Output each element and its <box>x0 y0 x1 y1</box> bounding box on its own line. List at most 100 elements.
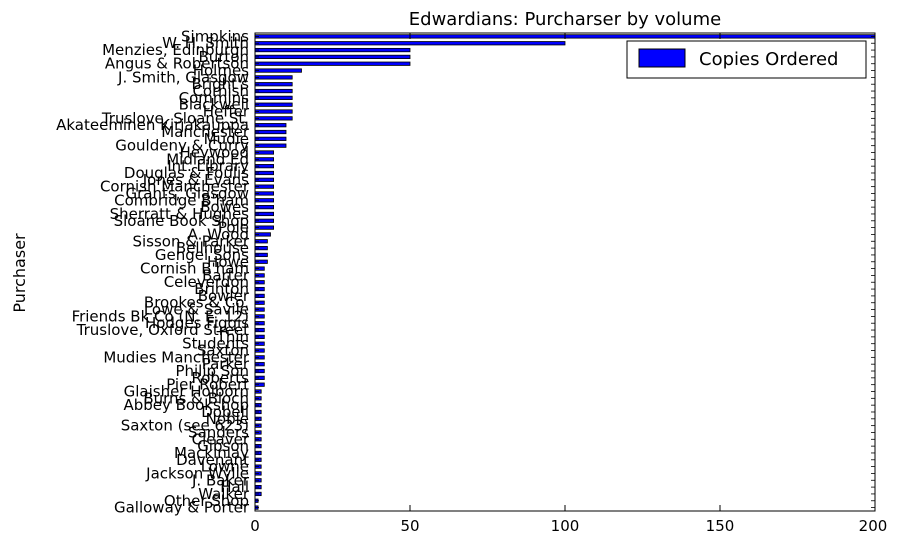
bar <box>254 68 302 73</box>
category-label: Noble <box>206 410 249 428</box>
category-label: Brookes & Co. <box>144 294 249 312</box>
category-label: Akateeminen Kirjakauppa <box>56 116 249 134</box>
bar <box>254 102 293 107</box>
legend-swatch <box>638 48 686 68</box>
category-label: Angus & Robertson <box>105 55 249 73</box>
bar <box>254 75 293 80</box>
category-label: Philip Son <box>175 362 249 380</box>
category-label: Bright's <box>192 75 250 93</box>
chart-title: Edwardians: Purcharser by volume <box>409 9 721 30</box>
category-label: Cleaver <box>192 430 250 448</box>
bar <box>254 143 287 148</box>
bar <box>254 61 411 66</box>
category-label: Cornish B'ham <box>140 260 249 278</box>
category-label: Sisson & Parker <box>132 232 249 250</box>
category-label: Gengel Sons <box>155 246 249 264</box>
category-label: Friends Bk Co (N. E. 12) <box>72 307 249 325</box>
category-label: Jones & Evans <box>142 171 249 189</box>
bar <box>254 123 287 128</box>
category-label: Abbey Bookshop <box>123 396 249 414</box>
category-label: Grants, Glasgow <box>126 184 250 202</box>
bar <box>254 41 566 46</box>
category-label: Other Shop <box>164 492 249 510</box>
bar <box>254 54 411 60</box>
category-label: Barter <box>202 266 250 284</box>
category-label: Saxton (see 623) <box>121 417 249 435</box>
category-label: Glaisher Holborn <box>124 383 249 401</box>
category-label: Combridge B'ham <box>114 191 249 209</box>
category-label: Walker <box>198 485 250 503</box>
category-label: Howe <box>207 253 249 271</box>
category-label: Cornish <box>192 82 249 100</box>
category-label: Douglas & Foulis <box>124 164 249 182</box>
category-label: J. Smith, Glasgow <box>117 68 249 86</box>
category-label: Roberts <box>191 369 249 387</box>
category-label: Cornish Manchester <box>100 178 250 196</box>
category-label: Students <box>182 335 249 353</box>
legend: Copies Ordered <box>626 40 867 79</box>
bar <box>254 95 293 100</box>
category-label: Pier Robert <box>166 376 249 394</box>
category-label: Midland Ed <box>166 150 249 168</box>
category-label: Heywood <box>179 144 249 162</box>
category-label: J. Baker <box>191 471 250 489</box>
category-label: Burton <box>198 48 249 66</box>
category-label: Lowe & Savile <box>144 301 249 319</box>
category-label: Menzies, Edinburgh <box>102 41 249 59</box>
x-tick-label: 50 <box>400 517 419 535</box>
category-label: Manchester <box>161 123 250 141</box>
category-label: Hodges Figgis <box>145 314 249 332</box>
category-label: Mackinlay <box>174 444 249 462</box>
bar <box>254 82 293 87</box>
bar <box>254 47 411 53</box>
category-label: Gouldeny & Curry <box>115 137 249 155</box>
category-label: Commins <box>179 89 250 107</box>
category-label: Parker <box>202 355 250 373</box>
category-label: Blackwell <box>179 96 249 114</box>
bar <box>254 129 287 135</box>
category-label: Brinton <box>194 280 249 298</box>
category-label: Burns & Bloch <box>143 389 249 407</box>
category-label: Galloway & Porter <box>114 499 250 517</box>
category-label: Int. Library <box>167 157 249 175</box>
bar <box>254 88 293 94</box>
x-tick-label: 150 <box>706 517 735 535</box>
y-axis-title: Purchaser <box>10 233 29 313</box>
bar <box>254 136 287 141</box>
category-label: Sherratt & Hughes <box>110 205 250 223</box>
category-label: Truslove, Sloane St. <box>101 109 249 127</box>
legend-label: Copies Ordered <box>699 49 838 70</box>
category-label: Bowler <box>198 287 250 305</box>
category-label: Mudie <box>204 130 249 148</box>
category-label: Simpkins <box>181 27 249 45</box>
category-label: Thin <box>216 328 249 346</box>
category-label: W. H. Smith <box>162 34 249 52</box>
category-label: Hall <box>220 478 249 496</box>
x-tick-label: 200 <box>859 517 888 535</box>
category-label: Dobell <box>201 403 249 421</box>
category-label: Celeverdon <box>164 273 249 291</box>
category-label: Davenant <box>176 451 249 469</box>
category-label: Gibson <box>197 437 249 455</box>
plot-frame <box>254 32 876 512</box>
x-tick-label: 100 <box>551 517 580 535</box>
bar <box>254 109 293 114</box>
category-label: Mudies Manchester <box>103 348 249 366</box>
category-label: Pole <box>218 219 249 237</box>
category-label: Bowes <box>200 198 249 216</box>
category-label: Saxton <box>197 342 249 360</box>
category-label: Holmes <box>193 62 249 80</box>
category-label: Lowne <box>201 458 249 476</box>
category-label: Heffer <box>203 103 250 121</box>
x-tick-label: 0 <box>250 517 260 535</box>
category-label: Sanders <box>188 423 249 441</box>
category-label: Truslove, Oxford Street <box>76 321 249 339</box>
y-ticks <box>255 36 875 508</box>
bar <box>254 116 293 121</box>
category-label: Jackson Wylie <box>145 464 249 482</box>
category-label: Bellhouse <box>176 239 249 257</box>
category-label: A. Wood <box>188 225 249 243</box>
category-label: Sloane Book Shop <box>114 212 249 230</box>
